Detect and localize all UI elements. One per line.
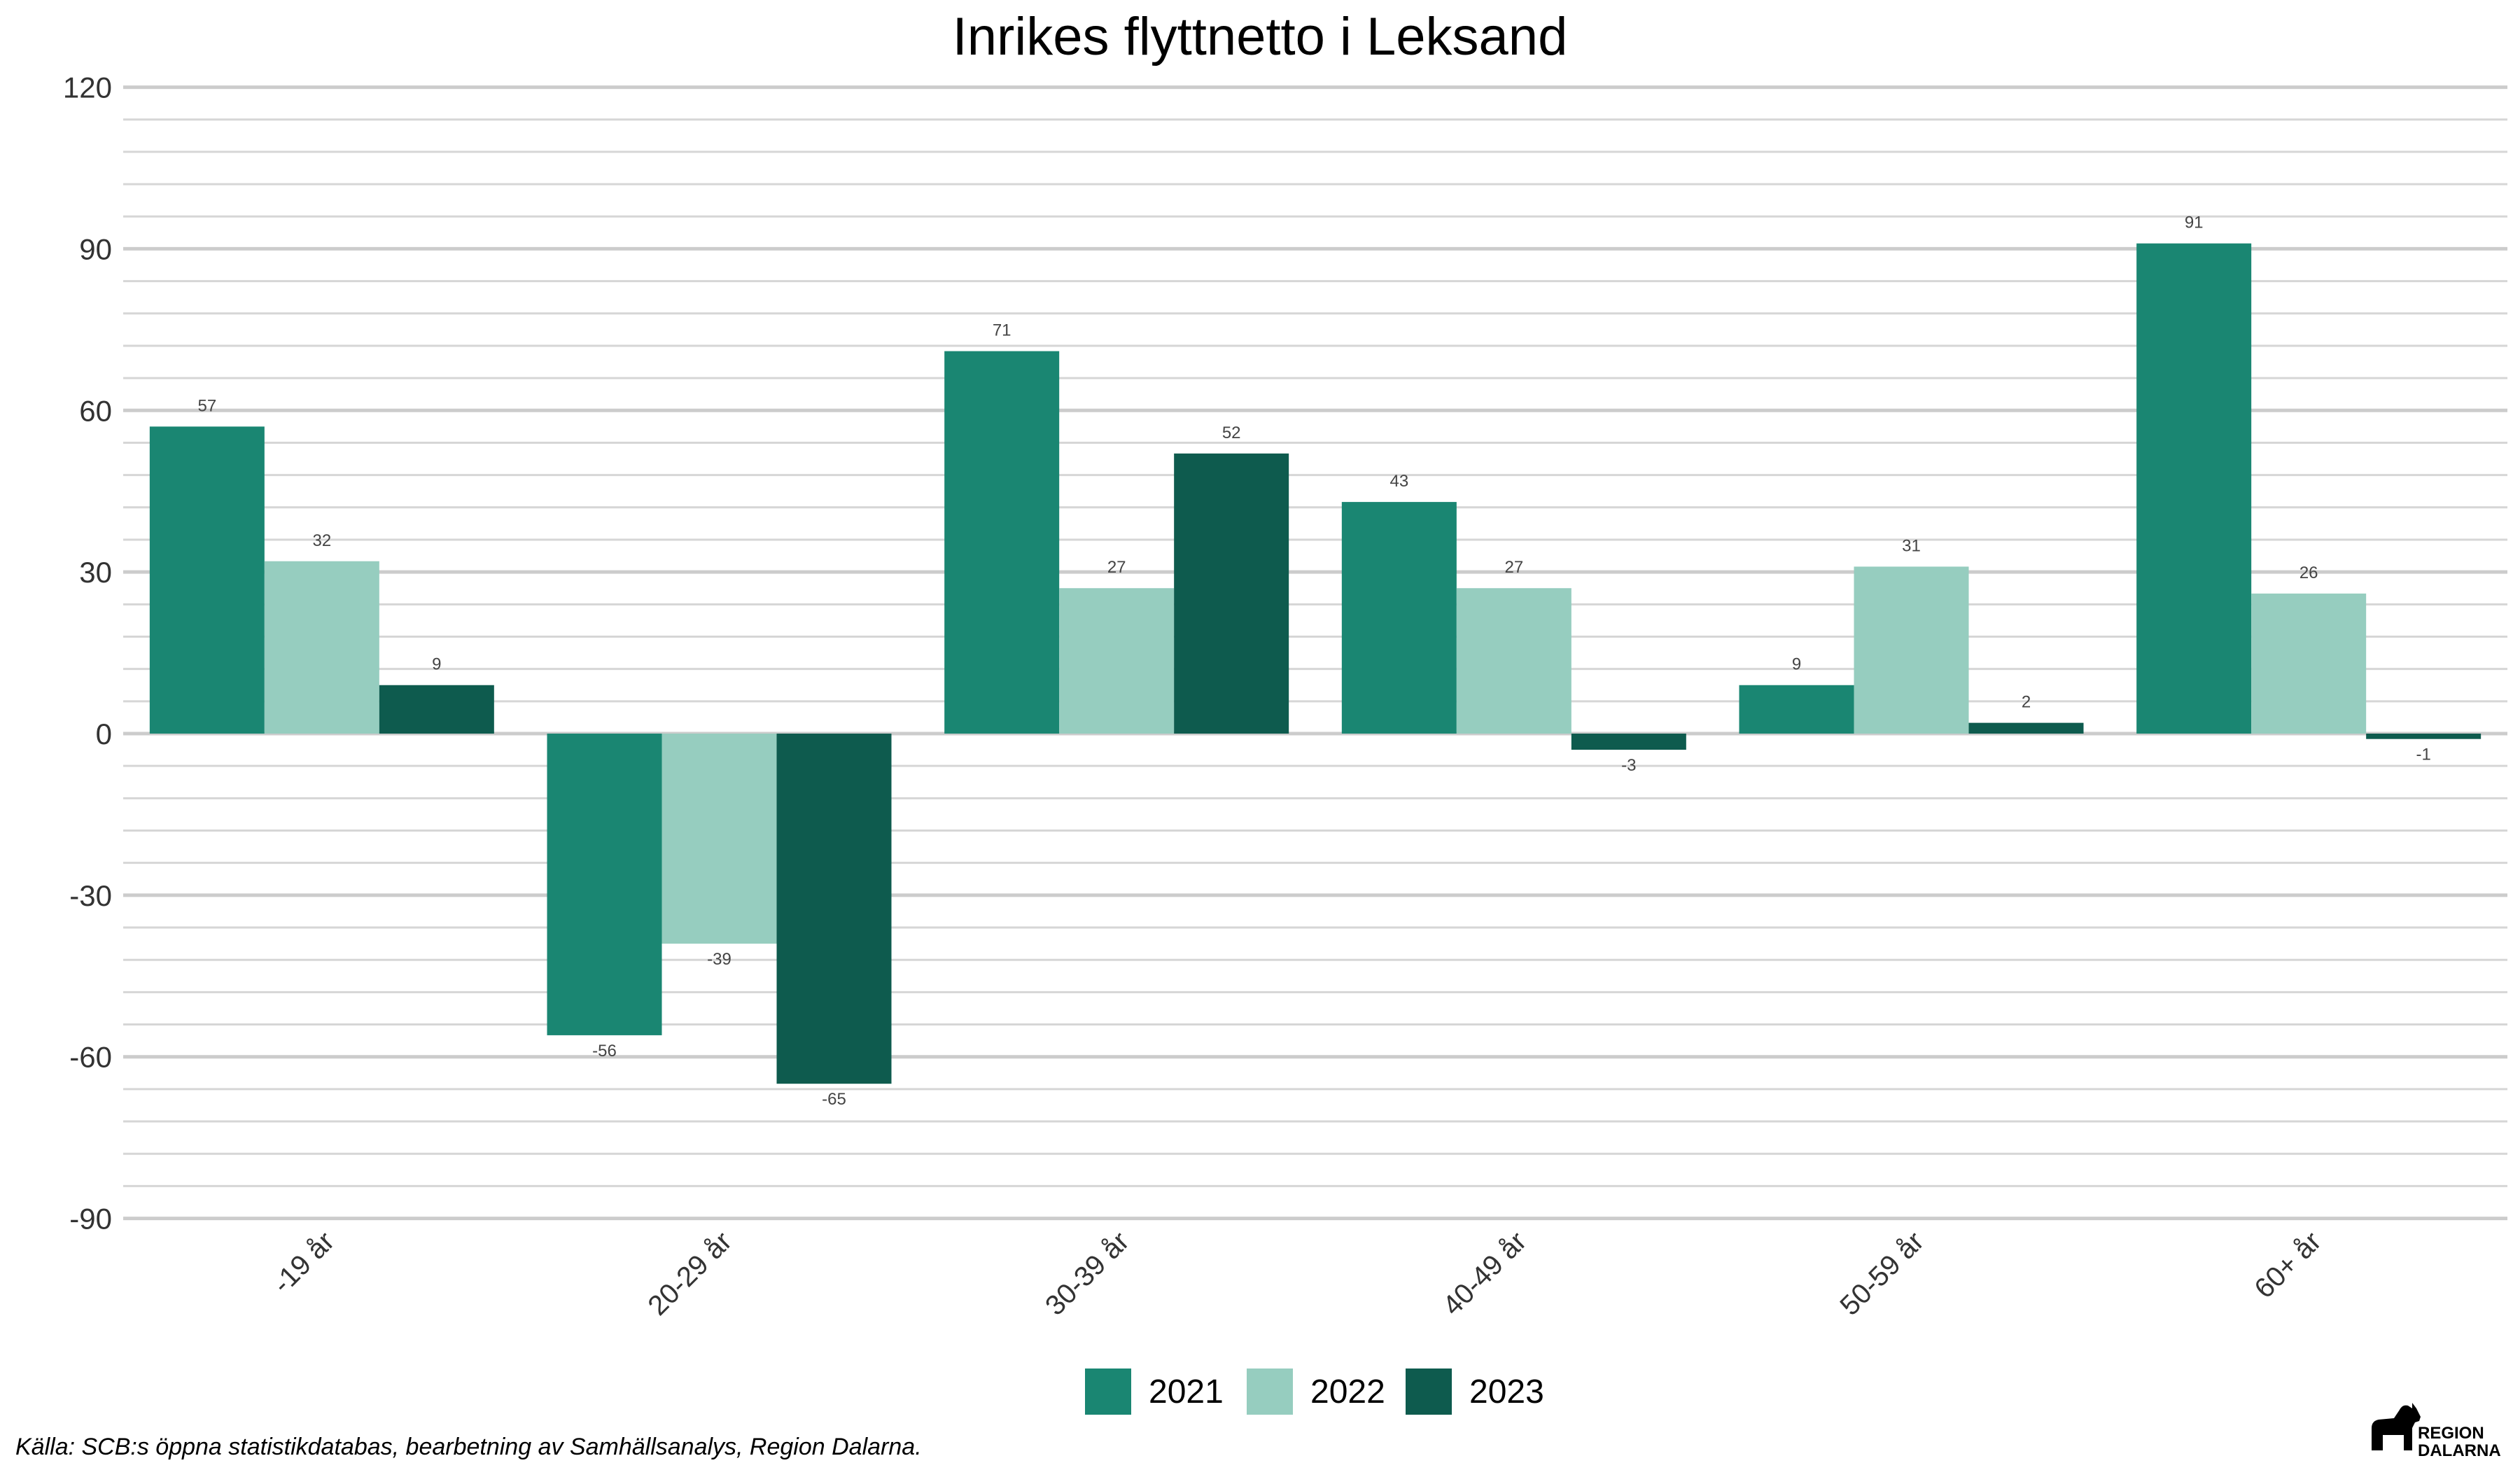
bar-2021-5	[2136, 243, 2252, 734]
data-label: -3	[1621, 756, 1636, 775]
bar-2022-3	[1456, 588, 1572, 734]
bar-2021-3	[1341, 502, 1457, 734]
y-tick-label: 60	[79, 394, 112, 427]
bar-2021-1	[547, 734, 662, 1035]
legend-label: 2021	[1149, 1373, 1224, 1410]
legend-swatch-2021	[1085, 1368, 1131, 1415]
data-label: 31	[1902, 536, 1921, 555]
legend-label: 2022	[1310, 1373, 1385, 1410]
x-tick-label: 60+ år	[2248, 1226, 2327, 1304]
x-tick-label: -19 år	[267, 1226, 340, 1299]
data-label: 27	[1107, 558, 1126, 577]
bar-2022-1	[662, 734, 777, 944]
data-label: 26	[2300, 564, 2318, 582]
data-label: 43	[1390, 472, 1408, 491]
data-label: 9	[1792, 655, 1801, 674]
bar-2023-0	[379, 685, 494, 734]
logo-text-line2: DALARNA	[2418, 1441, 2501, 1460]
data-label: 57	[197, 396, 216, 415]
source-caption: Källa: SCB:s öppna statistikdatabas, bea…	[15, 1434, 922, 1460]
y-tick-label: 0	[96, 718, 112, 750]
bar-2022-2	[1059, 588, 1175, 734]
bar-2021-4	[1739, 685, 1854, 734]
bar-2022-4	[1854, 566, 1969, 734]
data-label: 9	[432, 655, 441, 674]
bar-2021-2	[944, 351, 1060, 734]
bar-2023-1	[776, 734, 892, 1084]
data-label: -1	[2416, 746, 2430, 764]
bar-2023-5	[2366, 734, 2482, 739]
data-label: 71	[993, 321, 1011, 340]
bar-2022-5	[2251, 593, 2367, 734]
y-tick-label: -30	[69, 879, 112, 912]
bar-2023-3	[1571, 734, 1686, 750]
y-axis: -90 -60 -30 0 30 60 90 120	[63, 71, 112, 1236]
region-dalarna-logo: REGION DALARNA	[2372, 1403, 2501, 1460]
bar-2021-0	[149, 426, 265, 734]
data-label: 52	[1222, 424, 1241, 442]
y-tick-label: 90	[79, 232, 112, 265]
data-label: 27	[1504, 558, 1523, 577]
y-tick-label: 120	[63, 71, 112, 104]
legend-label: 2023	[1469, 1373, 1544, 1410]
bar-2023-2	[1174, 453, 1289, 734]
y-tick-label: 30	[79, 556, 112, 589]
data-label: 2	[2022, 693, 2031, 712]
data-label: 91	[2185, 214, 2204, 232]
data-label: 32	[312, 531, 331, 550]
x-tick-label: 40-49 år	[1437, 1226, 1532, 1321]
dala-horse-icon	[2372, 1403, 2421, 1450]
data-label: -56	[592, 1042, 617, 1060]
legend: 2021 2022 2023	[1085, 1368, 1544, 1415]
chart-title: Inrikes flyttnetto i Leksand	[953, 7, 1568, 66]
legend-swatch-2023	[1406, 1368, 1452, 1415]
bars	[149, 243, 2482, 1084]
bar-2022-0	[264, 561, 379, 734]
data-label: -65	[822, 1090, 846, 1109]
data-label: -39	[707, 950, 732, 969]
logo-text-line1: REGION	[2418, 1424, 2484, 1443]
legend-swatch-2022	[1247, 1368, 1293, 1415]
x-tick-label: 30-39 år	[1040, 1226, 1135, 1321]
bar-2023-4	[1968, 722, 2084, 734]
y-tick-label: -60	[69, 1041, 112, 1074]
x-tick-label: 20-29 år	[642, 1226, 737, 1321]
grid	[123, 85, 2507, 1221]
y-tick-label: -90	[69, 1203, 112, 1236]
x-tick-label: 50-59 år	[1834, 1226, 1929, 1321]
x-axis: -19 år 20-29 år 30-39 år 40-49 år 50-59 år 60…	[267, 1226, 2327, 1321]
